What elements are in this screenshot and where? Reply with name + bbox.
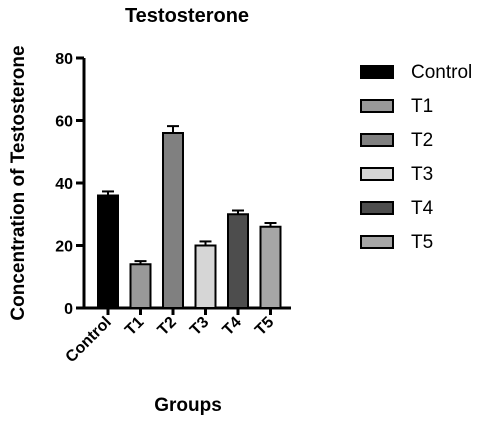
y-tick-label: 20 (55, 239, 73, 256)
y-tick-label: 80 (55, 51, 73, 68)
legend: Control T1 T2 T3 T4 T5 (360, 62, 472, 253)
y-tick-label: 40 (55, 176, 73, 193)
x-axis-label: Groups (154, 395, 222, 416)
legend-label: T5 (411, 232, 433, 253)
x-tick-label: T3 (187, 314, 212, 339)
plot-area: 0 20 40 60 80 Control T1 T2 T3 T4 T5 (55, 51, 291, 366)
x-tick-label: T1 (122, 314, 147, 339)
legend-swatch-t1 (360, 99, 394, 113)
legend-swatch-t4 (360, 201, 394, 215)
bar-t1 (129, 263, 152, 309)
legend-swatch-control (360, 65, 394, 79)
bar-control (97, 194, 119, 309)
legend-label: T2 (411, 130, 433, 151)
legend-swatch-t2 (360, 133, 394, 147)
x-tick-label: T2 (155, 314, 180, 339)
bar-t5 (259, 225, 282, 309)
x-tick-label: T5 (252, 314, 277, 339)
chart-title: Testosterone (125, 5, 249, 27)
bar-t3 (194, 244, 217, 309)
x-tick-label: T4 (220, 314, 245, 339)
bar-t4 (227, 213, 249, 309)
legend-swatch-t3 (360, 167, 394, 181)
legend-label: T1 (411, 96, 433, 117)
x-tick-label: Control (63, 314, 115, 366)
y-tick-label: 0 (64, 301, 73, 318)
y-axis-label: Concentration of Testosterone (8, 45, 29, 320)
legend-label: T3 (411, 164, 433, 185)
legend-swatch-t5 (360, 235, 394, 249)
y-tick-label: 60 (55, 114, 73, 131)
bar-t2 (162, 132, 184, 309)
legend-label: T4 (411, 198, 434, 219)
legend-label: Control (411, 62, 472, 83)
